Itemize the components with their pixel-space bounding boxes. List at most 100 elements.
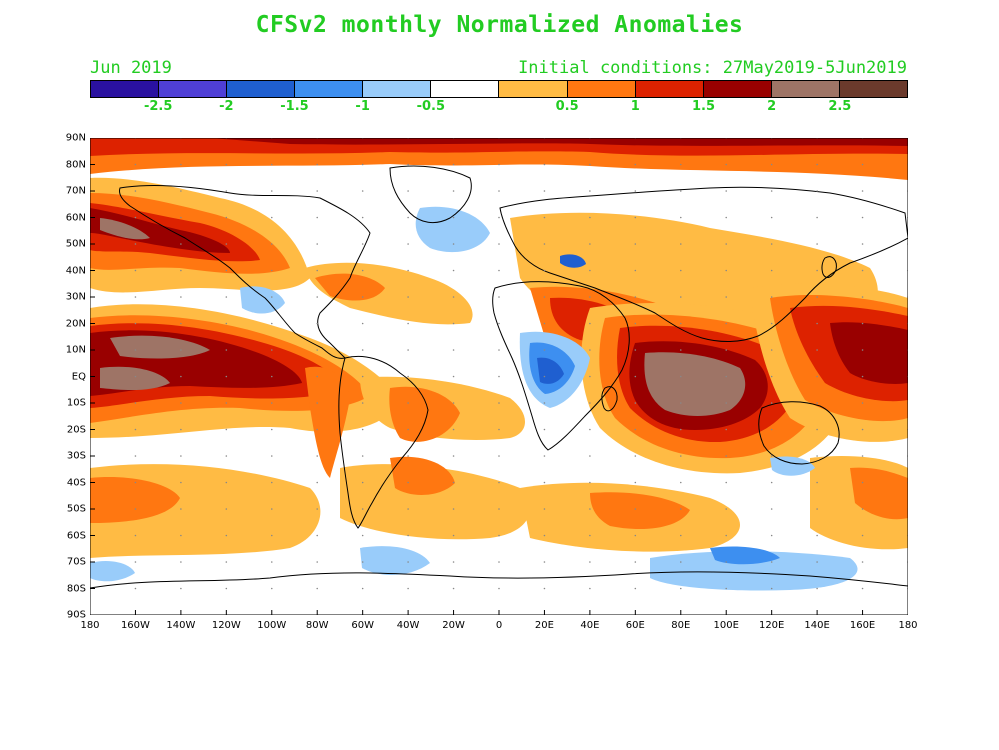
grid-dot [498,163,500,166]
grid-dot [816,243,818,245]
grid-dot [270,428,273,431]
grid-dot [679,163,682,166]
grid-dot [816,190,818,192]
grid-dot [180,561,182,563]
grid-dot [452,190,455,192]
grid-dot [679,455,682,457]
grid-dot [543,190,546,192]
grid-dot [725,428,728,431]
grid-dot [407,455,409,457]
legend-tick-label: 2 [767,99,777,114]
grid-dot [679,269,682,272]
grid-dot [498,508,500,510]
grid-dot [270,296,273,298]
grid-dot [180,322,182,325]
grid-dot [725,243,728,245]
grid-dot [452,216,455,219]
grid-dot [134,322,137,325]
grid-dot [452,163,455,166]
grid-dot [634,216,637,219]
grid-dot [861,216,864,219]
legend-tick-label: -1.5 [280,99,309,114]
grid-dot [634,322,637,325]
grid-dot [180,587,182,590]
madagascar-outline [601,386,618,412]
latitude-label: 90S [66,609,86,621]
legend-tick-label: -1 [355,99,370,114]
latitude-label: 80N [65,159,86,170]
grid-dot [180,349,182,351]
grid-dot [498,296,500,298]
grid-dot [270,269,273,272]
longitude-label: 80E [671,620,691,631]
grid-dot [861,587,864,590]
grid-dot [770,587,773,590]
grid-dot [634,296,637,298]
grid-dot [270,508,273,510]
grid-dot [316,190,319,192]
anomaly-shading [90,138,908,591]
eurasia-outline [499,186,908,342]
grid-dot [679,428,682,431]
grid-dot [543,296,546,298]
latitude-label: 60N [65,212,86,223]
grid-dot [861,375,864,378]
longitude-label: 20W [442,620,465,631]
grid-dot [679,402,682,404]
grid-dot [134,455,137,457]
legend-color-box [635,81,704,97]
longitude-label: 180 [80,620,100,631]
grid-dot [498,349,500,351]
east-pacific-extreme-1 [110,335,210,359]
grid-dot [816,375,818,378]
grid-dot [679,243,682,245]
legend-tick-label: -2 [219,99,234,114]
grid-dot [543,402,546,404]
africa-outline [492,281,630,451]
grid-dot [861,508,864,510]
grid-dot [316,508,319,510]
grid-dot [498,428,500,431]
grid-dot [134,190,137,192]
grid-dot [270,587,273,590]
grid-dot [407,375,409,378]
grid-dot [361,481,364,484]
grid-dot [225,216,228,219]
grid-dot [225,561,228,563]
grid-dot [589,375,591,378]
grid-dot [316,587,319,590]
grid-dot [589,455,591,457]
grid-dot [270,349,273,351]
grid-dot [861,269,864,272]
grid-dot [589,190,591,192]
grid-dot [225,349,228,351]
alaska-extreme [100,218,150,240]
grid-dot [270,322,273,325]
grid-dot [452,534,455,537]
japan-outline [821,256,837,278]
legend-tick-label: -2.5 [143,99,173,114]
grid-dot [134,296,137,298]
grid-dot [407,402,409,404]
latitude-label: 30N [65,291,86,303]
grid-dot [134,349,137,351]
grid-dot [498,322,500,325]
grid-dot [180,269,182,272]
grid-dot [589,243,591,245]
grid-dot [361,402,364,404]
north-america-cool [240,286,285,314]
grid-dot [679,349,682,351]
grid-dot [452,322,455,325]
grid-dot [816,163,818,166]
grid-dot [816,269,818,272]
north-pacific-deep [90,208,230,253]
grid-dot [679,508,682,510]
grid-dot [316,534,319,537]
latitude-label: 40S [66,477,86,488]
grid-dot [770,322,773,325]
grid-dot [134,587,137,590]
grid-dot [861,561,864,563]
grid-dot [270,481,273,484]
grid-dot [361,243,364,245]
grid-dot [225,190,228,192]
